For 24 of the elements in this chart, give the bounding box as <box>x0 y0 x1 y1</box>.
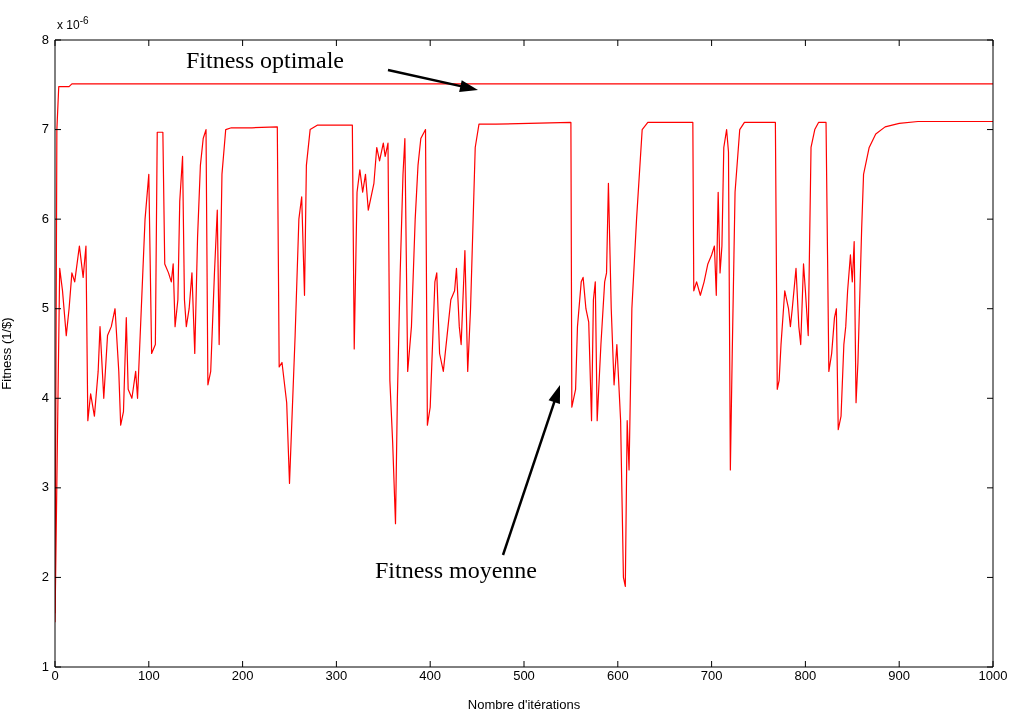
y-tick-label: 8 <box>41 31 49 47</box>
y-axis-title: Fitness (1/$) <box>0 317 15 390</box>
x-tick-label: 1000 <box>978 668 1008 684</box>
x-tick-label: 400 <box>419 668 442 684</box>
y-tick-label: 7 <box>41 121 49 137</box>
y-tick-label: 3 <box>41 479 49 495</box>
x-tick-label: 300 <box>325 668 348 684</box>
y-tick-label: 1 <box>41 658 49 674</box>
x-tick-label: 800 <box>794 668 817 684</box>
text: x 10$^{-6}$ <box>57 15 89 32</box>
y-tick-label: 5 <box>41 300 49 316</box>
y-tick-label: 6 <box>41 210 49 226</box>
x-tick-label: 100 <box>137 668 160 684</box>
x-tick-label: 500 <box>513 668 535 684</box>
x-tick-label: 600 <box>606 668 629 684</box>
y-tick-label: 2 <box>41 569 49 585</box>
x-tick-label: 900 <box>888 668 911 684</box>
x-tick-label: 200 <box>231 668 254 684</box>
x-tick-label: 0 <box>51 668 59 684</box>
x-axis-title: Nombre d'itérations <box>467 696 581 712</box>
y-tick-label: 4 <box>41 389 49 405</box>
x-tick-label: 700 <box>700 668 723 684</box>
annotation: Fitness moyenne <box>375 557 537 584</box>
annotation: Fitness optimale <box>186 47 344 74</box>
